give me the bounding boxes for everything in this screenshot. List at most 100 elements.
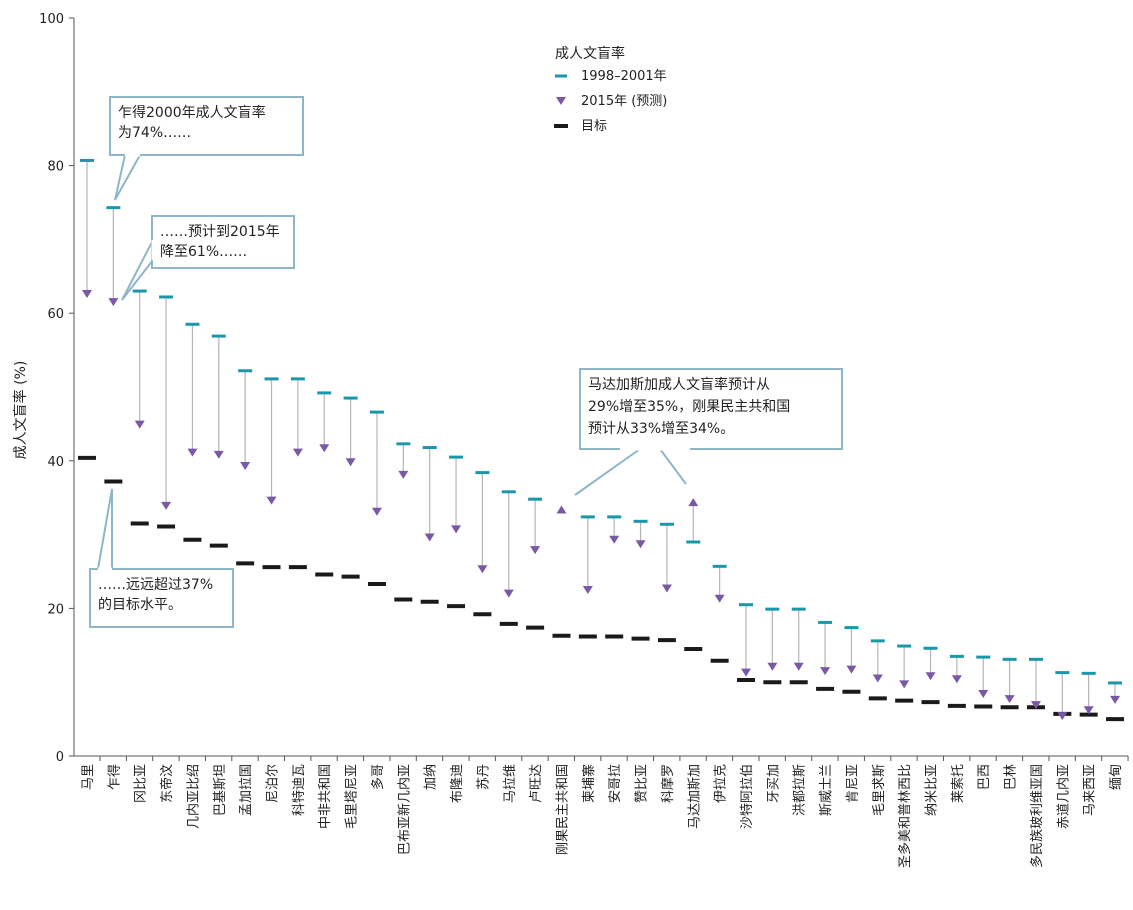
x-category-label: 伊拉克 xyxy=(714,764,729,803)
callout-text: ……远远超过37% xyxy=(98,577,213,593)
x-category-label: 几内亚比绍 xyxy=(185,764,201,829)
projection-mark xyxy=(451,525,462,534)
legend-item-label: 目标 xyxy=(581,119,607,134)
projection-mark xyxy=(82,290,92,299)
x-category-label: 洪都拉斯 xyxy=(793,764,808,816)
callout-box xyxy=(151,215,295,269)
x-category-label: 巴林 xyxy=(1004,764,1019,790)
callout-text: 29%增至35%，刚果民主共和国 xyxy=(588,399,790,415)
x-category-label: 马里 xyxy=(81,764,96,790)
y-tick-label: 60 xyxy=(47,307,64,322)
x-category-label: 尼泊尔 xyxy=(266,764,281,803)
projection-mark xyxy=(424,533,435,542)
projection-mark xyxy=(530,546,541,555)
legend: 成人文盲率 1998–2001年 2015年 (预测) 目标 xyxy=(554,45,667,134)
callout-text: 降至61%…… xyxy=(160,244,247,260)
x-category-label: 多民族玻利维亚国 xyxy=(1029,764,1045,868)
projection-mark xyxy=(345,458,356,467)
projection-mark xyxy=(582,585,593,594)
callout-box xyxy=(579,368,843,450)
callout-pointer xyxy=(574,448,690,496)
projection-mark xyxy=(741,668,751,677)
projection-mark xyxy=(846,665,857,674)
projection-mark xyxy=(767,662,778,671)
x-category-label: 多哥 xyxy=(370,764,386,790)
projection-mark xyxy=(1110,695,1121,704)
y-tick-label: 100 xyxy=(39,12,64,27)
x-category-label: 马达加斯加 xyxy=(687,764,702,829)
x-category-label: 圣多美和普林西比 xyxy=(897,764,913,868)
callout-pointer xyxy=(96,488,113,570)
x-category-label: 冈比亚 xyxy=(134,764,149,803)
legend-title: 成人文盲率 xyxy=(555,45,625,62)
x-category-label: 沙特阿拉伯 xyxy=(740,764,755,829)
callout-chad_2000: 乍得2000年成人文盲率为74%…… xyxy=(109,96,304,201)
y-axis: 0 20 40 60 80 100 xyxy=(39,12,75,765)
x-category-label: 纳米比亚 xyxy=(925,764,940,816)
projection-mark xyxy=(187,448,198,457)
projection-mark xyxy=(503,589,514,598)
projection-mark xyxy=(266,496,277,505)
x-category-label: 加纳 xyxy=(424,764,439,790)
projection-mark xyxy=(951,675,962,684)
callout-text: 乍得2000年成人文盲率 xyxy=(118,104,266,121)
legend-item-label: 1998–2001年 xyxy=(581,69,667,84)
projection-mark xyxy=(213,450,224,459)
x-category-label: 斯威士兰 xyxy=(819,764,834,816)
callout-chad_target: ……远远超过37% 的目标水平。 xyxy=(89,488,234,628)
x-category-label: 乍得 xyxy=(106,764,122,790)
x-category-label: 马来西亚 xyxy=(1083,764,1098,816)
callout-box xyxy=(109,96,304,156)
projection-mark xyxy=(398,470,409,479)
x-category-label: 卢旺达 xyxy=(528,764,544,803)
projection-mark xyxy=(477,565,488,574)
x-category-label: 巴布亚新几内亚 xyxy=(396,764,412,855)
callout-pointer xyxy=(114,154,142,201)
projection-mark xyxy=(793,662,804,671)
projection-mark xyxy=(635,540,646,549)
callout-text: 预计从33%增至34%。 xyxy=(588,421,734,437)
projection-mark xyxy=(161,501,172,510)
callout-text: 为74%…… xyxy=(118,125,191,141)
callout-madagascar_drc: 马达加斯加成人文盲率预计从 29%增至35%，刚果民主共和国预计从33%增至34%… xyxy=(574,368,843,496)
x-category-label: 毛里塔尼亚 xyxy=(345,764,360,829)
projection-mark xyxy=(292,448,303,457)
projection-mark xyxy=(872,674,883,683)
projection-mark xyxy=(661,584,672,593)
projection-mark xyxy=(240,461,251,470)
projection-mark xyxy=(371,507,382,516)
x-category-label: 马拉维 xyxy=(503,764,518,803)
x-category-label: 科摩罗 xyxy=(660,764,676,803)
x-category-label: 肯尼亚 xyxy=(845,764,860,803)
x-category-label: 科特迪瓦 xyxy=(292,764,307,816)
x-category-label: 柬埔寨 xyxy=(581,764,597,803)
projection-mark xyxy=(134,420,145,429)
projection-mark xyxy=(1083,706,1094,715)
x-category-label: 安哥拉 xyxy=(608,764,623,803)
x-category-label: 孟加拉国 xyxy=(239,764,254,816)
x-category-label: 巴西 xyxy=(977,764,992,790)
x-category-label: 赞比亚 xyxy=(635,764,650,803)
projection-mark xyxy=(714,594,725,603)
projection-mark xyxy=(820,667,831,676)
legend-item-label: 2015年 (预测) xyxy=(581,94,667,109)
projection-mark xyxy=(1030,701,1041,710)
x-category-label: 赤道几内亚 xyxy=(1055,764,1071,829)
x-axis: 马里 乍得 冈比亚 东帝汶 几内亚比绍 巴基斯坦 孟加拉国 尼泊尔 科特迪瓦 中非共和国 毛里塔尼亚… xyxy=(74,755,1129,868)
chart-marks xyxy=(78,158,1125,722)
legend-projection-swatch xyxy=(556,97,566,105)
y-tick-label: 80 xyxy=(47,160,64,175)
callout-box xyxy=(89,568,234,628)
callout-text: 马达加斯加成人文盲率预计从 xyxy=(588,376,770,393)
x-category-label: 莱索托 xyxy=(951,764,966,803)
callout-text: ……预计到2015年 xyxy=(160,224,280,240)
projection-mark xyxy=(1004,695,1015,704)
x-category-label: 巴基斯坦 xyxy=(213,764,228,816)
x-category-label: 毛里求斯 xyxy=(872,764,887,816)
projection-mark xyxy=(899,680,910,689)
projection-mark xyxy=(1057,712,1068,721)
x-category-label: 苏丹 xyxy=(475,764,491,790)
x-category-label: 中非共和国 xyxy=(318,764,333,829)
projection-mark xyxy=(925,672,936,681)
